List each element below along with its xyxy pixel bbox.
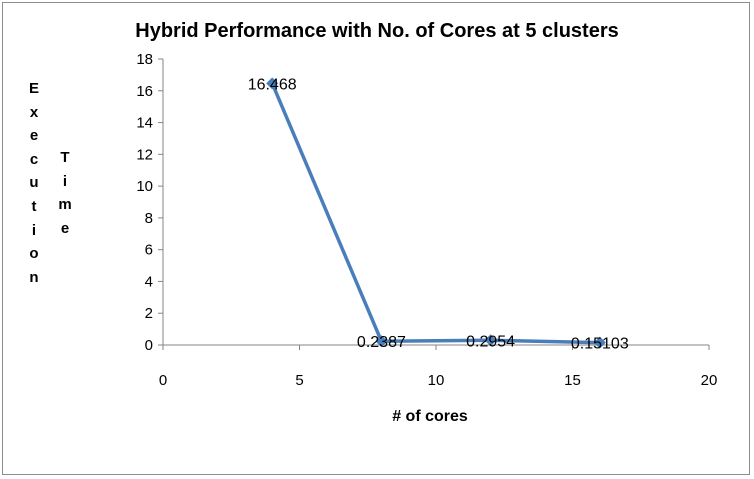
x-tick-label: 20	[701, 372, 718, 389]
y-axis-label-letter: t	[31, 197, 37, 215]
x-tick-label: 10	[428, 372, 445, 389]
data-label: 0.2387	[357, 334, 406, 351]
data-point-marker	[484, 334, 497, 347]
y-axis-label-letter: n	[29, 268, 39, 286]
data-label: 16.468	[248, 76, 297, 93]
x-tick-label: 5	[295, 372, 303, 389]
x-axis-label: # of cores	[392, 408, 468, 425]
y-axis-label-letter: m	[58, 196, 72, 214]
x-tick-label: 15	[564, 372, 581, 389]
y-tick-label: 0	[145, 337, 153, 354]
y-tick-label: 18	[136, 51, 153, 68]
y-tick-label: 14	[136, 115, 153, 132]
y-tick-label: 8	[145, 210, 153, 227]
chart-frame	[2, 2, 750, 475]
y-axis-label-letter: e	[29, 127, 39, 145]
y-axis-label-letter: o	[29, 245, 39, 263]
data-point-marker	[593, 336, 606, 349]
y-axis-label-letter: i	[31, 221, 37, 239]
y-tick-label: 4	[145, 273, 153, 290]
data-label: 0.2954	[466, 333, 515, 350]
data-label: 0.15103	[571, 336, 629, 353]
y-tick-label: 16	[136, 83, 153, 100]
y-axis-label-letter: T	[60, 149, 70, 166]
y-tick-label: 10	[136, 178, 153, 195]
y-axis-label-letter: x	[29, 103, 39, 121]
series-line	[270, 81, 602, 345]
x-tick-label: 0	[159, 372, 167, 389]
y-axis-label-letter: c	[29, 150, 39, 168]
chart-title: Hybrid Performance with No. of Cores at …	[135, 20, 619, 42]
y-tick-label: 12	[136, 146, 153, 163]
data-point-marker	[375, 335, 388, 348]
y-axis-label-letter: e	[60, 219, 70, 237]
y-tick-label: 2	[145, 305, 153, 322]
y-axis-label-letter: u	[29, 174, 39, 192]
y-tick-label: 6	[145, 242, 153, 259]
y-axis-label-letter: i	[62, 172, 68, 190]
y-axis-label-letter: E	[28, 80, 39, 97]
data-point-marker	[266, 77, 279, 90]
